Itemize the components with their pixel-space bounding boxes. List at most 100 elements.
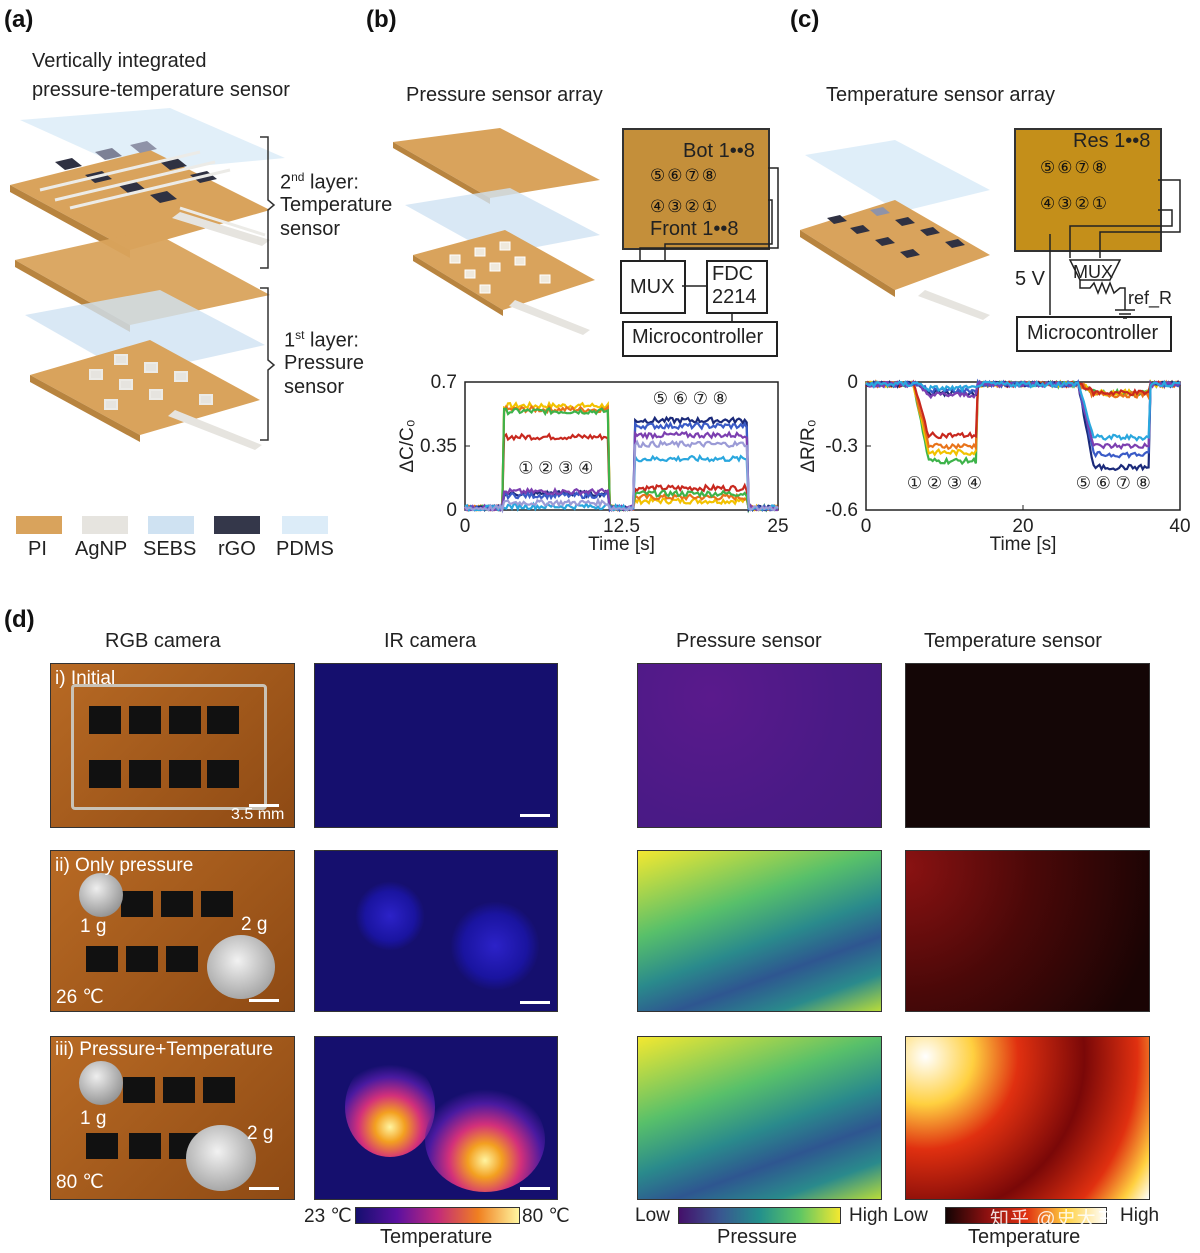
weight-2g-label: 2 g (247, 1123, 274, 1144)
ir-colorbar-title: Temperature (380, 1226, 493, 1248)
ir-colorbar-max: 80 ℃ (522, 1206, 570, 1227)
ir-colorbar-min: 23 ℃ (304, 1206, 352, 1227)
microcontroller-box-b (622, 321, 778, 357)
panel-a-letter: (a) (4, 6, 34, 33)
sensor-stack-illustration (10, 108, 285, 450)
temp-colorbar-title: Temperature (968, 1226, 1081, 1248)
layer1-label-line2: Pressure (284, 352, 365, 374)
series-line (865, 379, 1181, 440)
y-tick-label: 0 (847, 372, 858, 393)
sensor-group-label: ⑤ ⑥ ⑦ ⑧ (1076, 474, 1151, 493)
series-line (865, 379, 1181, 452)
mux-label: MUX (630, 276, 675, 298)
sensor-id: ⑥ (1057, 158, 1075, 177)
scale-bar-label: 3.5 mm (231, 806, 285, 823)
temperature-80c-label: 80 ℃ (56, 1172, 104, 1193)
x-tick-label: 40 (1169, 516, 1190, 537)
front-label: Front 1••8 (650, 218, 739, 240)
temperature-map-pressure-temperature (905, 1036, 1150, 1200)
legend-label-pi: PI (28, 538, 47, 560)
sensor-id: ③ (667, 197, 685, 216)
bot-label: Bot 1••8 (683, 140, 755, 162)
temp-colorbar (945, 1207, 1107, 1224)
temperature-map-initial (905, 663, 1150, 828)
x-tick-label: 20 (1012, 516, 1033, 537)
layer1-label-line3: sensor (284, 376, 345, 398)
rgb-image-initial (50, 663, 295, 828)
sensor-id: ⑥ (667, 166, 685, 185)
weight-1g-label: 1 g (80, 1108, 107, 1129)
pressure-map-only-pressure (637, 850, 882, 1012)
sensor-id: ⑦ (1074, 158, 1092, 177)
microcontroller-label-c: Microcontroller (1027, 322, 1159, 344)
pressure-sensor-ids-top: ⑤⑥⑦⑧ (650, 166, 719, 186)
ir-colorbar (355, 1207, 520, 1224)
legend-swatch-rgo (214, 516, 260, 534)
sensor-id: ② (1074, 194, 1092, 213)
legend-swatch-pi (16, 516, 62, 534)
layer-brackets (260, 136, 276, 441)
legend-label-rgo: rGO (218, 538, 256, 560)
y-tick-label: -0.3 (825, 436, 858, 457)
sensor-id: ① (701, 197, 719, 216)
sensor-group-label: ① ② ③ ④ (907, 474, 982, 493)
layer1-label-line1: 1st layer: (284, 328, 359, 352)
fdc-label-line1: FDC (712, 263, 754, 285)
sensor-id: ⑦ (684, 166, 702, 185)
col-title-temperature: Temperature sensor (924, 630, 1102, 652)
y-tick-label: -0.6 (825, 500, 858, 521)
panel-a-title-line1: Vertically integrated (32, 50, 207, 72)
pressure-map-initial (637, 663, 882, 828)
weight-1g-label: 1 g (80, 916, 107, 937)
series-line (464, 430, 778, 513)
resistance-chart: 0 20 40 0 -0.3 -0.6 Time [s] ΔR/R₀ ① ② ③ ④ ⑤ ⑥ ⑦ … (798, 372, 1191, 555)
panel-d-letter: (d) (4, 606, 35, 633)
col-title-ir: IR camera (384, 630, 477, 652)
y-axis-label: ΔR/R₀ (798, 419, 819, 472)
ref-resistor-label: ref_R (1128, 288, 1173, 308)
temp-sensor-ids-top: ⑤⑥⑦⑧ (1040, 158, 1109, 178)
pressure-colorbar-low: Low (635, 1205, 670, 1226)
x-tick-label: 25 (767, 516, 788, 537)
res-label: Res 1••8 (1073, 130, 1151, 152)
y-tick-label: 0 (446, 500, 457, 521)
series-line (865, 379, 1181, 442)
y-tick-label: 0.7 (431, 372, 457, 393)
fdc-box (706, 260, 768, 314)
sensor-id: ④ (650, 197, 668, 216)
pressure-array-illustration (393, 128, 600, 335)
layer2-label-line1: 2nd layer: (280, 170, 359, 194)
panel-c-letter: (c) (790, 6, 820, 33)
panel-c-title: Temperature sensor array (826, 84, 1055, 106)
sensor-group-label: ⑤ ⑥ ⑦ ⑧ (653, 389, 728, 408)
ir-image-pressure-temperature (314, 1036, 558, 1200)
row-label-pressure-temperature: iii) Pressure+Temperature (55, 1039, 274, 1060)
x-axis-label: Time [s] (990, 534, 1057, 555)
temp-colorbar-high: High (1120, 1205, 1160, 1226)
x-axis-label: Time [s] (588, 534, 655, 555)
microcontroller-box-c (1016, 316, 1172, 352)
mux-box (620, 260, 686, 314)
pressure-map-pressure-temperature (637, 1036, 882, 1200)
sensor-group-label: ① ② ③ ④ (518, 458, 593, 477)
sensor-id: ⑧ (1091, 158, 1109, 177)
sensor-id: ⑧ (701, 166, 719, 185)
weight-2g-label: 2 g (241, 914, 268, 935)
x-tick-label: 0 (861, 516, 872, 537)
layer2-label-line3: sensor (280, 218, 341, 240)
layer2-label-line2: Temperature (280, 194, 393, 216)
rgb-image-only-pressure (50, 850, 295, 1012)
pressure-colorbar (678, 1207, 841, 1224)
temp-sensor-ids-bottom: ④③②① (1040, 194, 1109, 214)
sensor-id: ① (1091, 194, 1109, 213)
legend-label-agnp: AgNP (75, 538, 128, 560)
col-title-pressure: Pressure sensor (676, 630, 822, 652)
row-label-only-pressure: ii) Only pressure (55, 855, 194, 876)
legend-swatch-pdms (282, 516, 328, 534)
pressure-colorbar-title: Pressure (717, 1226, 798, 1248)
watermark: 知乎 @史大三 (990, 1209, 1117, 1230)
series-line (464, 439, 779, 514)
temperature-circuit-photo (1014, 128, 1162, 252)
pressure-colorbar-high: High (849, 1205, 889, 1226)
y-axis-label: ΔC/C₀ (397, 419, 418, 472)
